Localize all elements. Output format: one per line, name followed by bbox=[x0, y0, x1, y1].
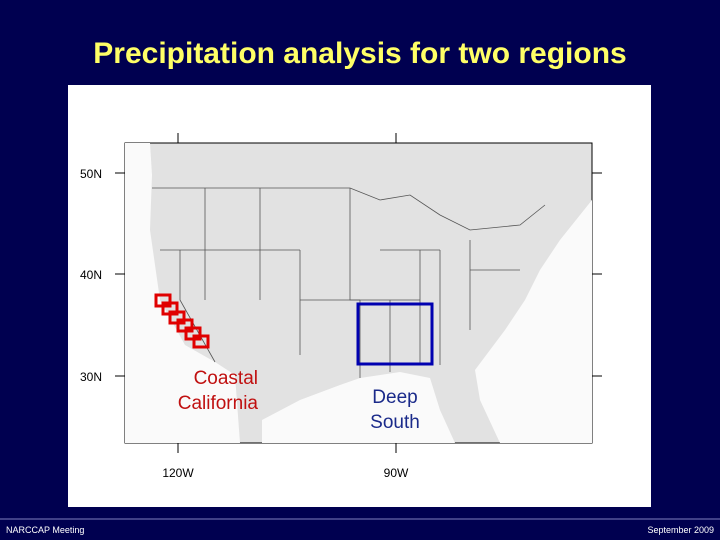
borders bbox=[152, 187, 546, 378]
lat-label: 50N bbox=[80, 167, 102, 181]
footer-left: NARCCAP Meeting bbox=[6, 525, 84, 535]
gulf-of-mexico bbox=[262, 372, 455, 443]
map: 50N 40N 30N 120W 90W Coastal California … bbox=[80, 133, 602, 480]
deep-south-box bbox=[356, 302, 434, 366]
atlantic-ocean bbox=[475, 200, 592, 443]
lon-label: 120W bbox=[162, 466, 194, 480]
region-label: Coastal bbox=[194, 368, 258, 389]
slide-title: Precipitation analysis for two regions bbox=[93, 37, 626, 70]
coastal-california-boxes bbox=[154, 293, 210, 349]
pacific-ocean bbox=[125, 143, 240, 443]
lon-label: 90W bbox=[384, 466, 409, 480]
lat-label: 40N bbox=[80, 268, 102, 282]
footer-right: September 2009 bbox=[647, 525, 714, 535]
ticks bbox=[115, 133, 602, 453]
lat-label: 30N bbox=[80, 370, 102, 384]
region-label: California bbox=[178, 393, 259, 414]
region-label: Deep bbox=[372, 387, 417, 408]
region-label: South bbox=[370, 412, 420, 433]
